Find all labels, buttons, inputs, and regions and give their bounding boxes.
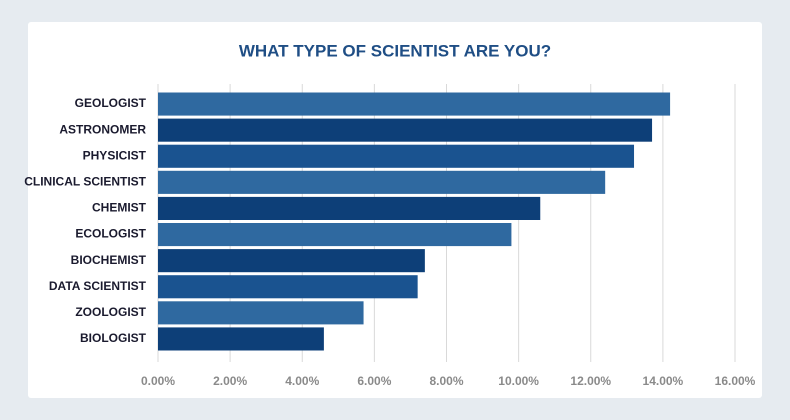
bar [158,118,653,142]
bar [158,301,364,325]
y-tick-label: ECOLOGIST [75,227,146,241]
bar [158,223,512,247]
y-tick-label: DATA SCIENTIST [49,279,147,293]
x-tick-label: 2.00% [213,374,247,388]
bar [158,249,425,273]
y-tick-label: PHYSICIST [83,148,147,162]
x-tick-label: 10.00% [498,374,539,388]
bar [158,170,606,194]
bar [158,275,418,299]
chart-title: WHAT TYPE OF SCIENTIST ARE YOU? [239,41,551,60]
y-tick-label: BIOCHEMIST [71,253,147,267]
y-tick-label: BIOLOGIST [80,331,147,345]
x-tick-label: 4.00% [285,374,319,388]
bar [158,144,635,168]
bar [158,196,541,220]
x-tick-label: 8.00% [429,374,463,388]
bar [158,327,324,351]
x-tick-label: 0.00% [141,374,175,388]
x-tick-label: 12.00% [570,374,611,388]
bar [158,92,671,116]
x-tick-label: 14.00% [643,374,684,388]
x-tick-label: 6.00% [357,374,391,388]
x-tick-label: 16.00% [715,374,756,388]
y-tick-label: CHEMIST [92,201,147,215]
y-tick-label: GEOLOGIST [75,96,147,110]
y-tick-label: ASTRONOMER [59,122,146,136]
y-tick-label: CLINICAL SCIENTIST [24,175,146,189]
y-tick-label: ZOOLOGIST [75,305,146,319]
